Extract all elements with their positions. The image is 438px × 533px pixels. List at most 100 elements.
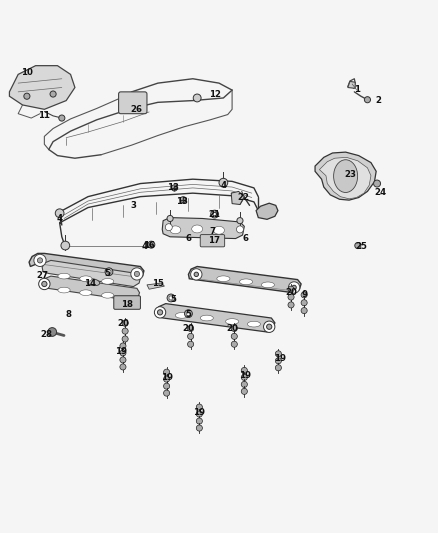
Circle shape bbox=[55, 209, 64, 217]
Circle shape bbox=[288, 286, 294, 292]
Text: 20: 20 bbox=[226, 324, 238, 333]
Circle shape bbox=[150, 243, 153, 246]
Circle shape bbox=[211, 210, 219, 218]
Circle shape bbox=[34, 254, 46, 266]
Text: 10: 10 bbox=[21, 68, 33, 77]
Circle shape bbox=[163, 390, 170, 396]
Circle shape bbox=[196, 404, 202, 410]
Ellipse shape bbox=[226, 319, 239, 325]
Circle shape bbox=[237, 226, 244, 233]
Circle shape bbox=[276, 351, 282, 357]
Text: 28: 28 bbox=[41, 330, 53, 338]
Ellipse shape bbox=[217, 276, 230, 281]
Circle shape bbox=[169, 296, 173, 300]
Circle shape bbox=[148, 241, 155, 248]
Circle shape bbox=[24, 93, 30, 99]
Text: 7: 7 bbox=[209, 227, 215, 236]
Text: 13: 13 bbox=[167, 183, 179, 192]
Text: 20: 20 bbox=[117, 319, 129, 328]
Ellipse shape bbox=[102, 279, 114, 284]
Text: 27: 27 bbox=[36, 271, 48, 280]
Circle shape bbox=[301, 292, 307, 298]
Text: 23: 23 bbox=[344, 171, 356, 179]
Circle shape bbox=[213, 212, 216, 216]
Circle shape bbox=[196, 418, 202, 424]
Circle shape bbox=[180, 197, 186, 203]
Circle shape bbox=[39, 278, 50, 289]
Circle shape bbox=[105, 268, 113, 276]
Polygon shape bbox=[29, 253, 144, 280]
Circle shape bbox=[196, 425, 202, 431]
Circle shape bbox=[241, 381, 247, 387]
Ellipse shape bbox=[102, 293, 114, 298]
Polygon shape bbox=[42, 276, 140, 301]
Ellipse shape bbox=[175, 312, 188, 318]
Text: 9: 9 bbox=[301, 290, 307, 300]
Circle shape bbox=[191, 269, 202, 280]
Circle shape bbox=[42, 281, 47, 287]
Ellipse shape bbox=[192, 225, 203, 233]
Polygon shape bbox=[188, 266, 301, 293]
Text: 13: 13 bbox=[176, 197, 188, 206]
Circle shape bbox=[122, 328, 128, 334]
Circle shape bbox=[167, 215, 173, 222]
Circle shape bbox=[288, 302, 294, 308]
Text: 18: 18 bbox=[121, 301, 133, 310]
Text: 6: 6 bbox=[185, 233, 191, 243]
Text: 2: 2 bbox=[375, 96, 381, 105]
Circle shape bbox=[231, 341, 237, 348]
Text: 1: 1 bbox=[353, 85, 360, 94]
Circle shape bbox=[122, 336, 128, 342]
Circle shape bbox=[157, 310, 162, 315]
Ellipse shape bbox=[247, 321, 261, 327]
Polygon shape bbox=[231, 191, 244, 205]
Circle shape bbox=[364, 96, 371, 103]
Circle shape bbox=[163, 376, 170, 382]
Circle shape bbox=[288, 294, 294, 300]
Circle shape bbox=[37, 258, 42, 263]
Text: 25: 25 bbox=[355, 243, 367, 252]
Circle shape bbox=[231, 333, 237, 340]
Ellipse shape bbox=[261, 282, 275, 288]
Circle shape bbox=[187, 312, 191, 316]
Circle shape bbox=[264, 321, 275, 333]
Text: 19: 19 bbox=[193, 408, 205, 417]
Circle shape bbox=[184, 310, 192, 318]
Ellipse shape bbox=[334, 160, 357, 192]
Text: 8: 8 bbox=[65, 310, 71, 319]
Circle shape bbox=[154, 306, 166, 318]
Circle shape bbox=[196, 411, 202, 417]
Ellipse shape bbox=[170, 226, 181, 234]
Circle shape bbox=[131, 268, 143, 280]
Circle shape bbox=[301, 300, 307, 306]
Circle shape bbox=[120, 343, 126, 349]
Ellipse shape bbox=[87, 279, 100, 286]
Circle shape bbox=[122, 320, 128, 326]
Circle shape bbox=[194, 272, 198, 277]
Circle shape bbox=[374, 180, 381, 187]
Text: 6: 6 bbox=[242, 233, 248, 243]
FancyBboxPatch shape bbox=[119, 92, 147, 114]
Text: 3: 3 bbox=[131, 201, 137, 210]
Circle shape bbox=[355, 243, 361, 248]
Circle shape bbox=[301, 308, 307, 313]
Text: 26: 26 bbox=[130, 105, 142, 114]
Circle shape bbox=[292, 285, 296, 289]
Text: 21: 21 bbox=[208, 209, 221, 219]
Ellipse shape bbox=[240, 279, 253, 285]
Polygon shape bbox=[256, 203, 278, 220]
Text: 20: 20 bbox=[183, 324, 194, 333]
Circle shape bbox=[267, 324, 272, 329]
Circle shape bbox=[120, 350, 126, 356]
Circle shape bbox=[107, 270, 111, 274]
Text: 19: 19 bbox=[239, 371, 251, 380]
Text: 5: 5 bbox=[186, 310, 191, 319]
Circle shape bbox=[219, 179, 228, 187]
Circle shape bbox=[50, 91, 56, 97]
Ellipse shape bbox=[80, 290, 92, 295]
Circle shape bbox=[231, 326, 237, 332]
Ellipse shape bbox=[214, 227, 224, 234]
FancyBboxPatch shape bbox=[114, 296, 141, 309]
Circle shape bbox=[276, 358, 282, 364]
Polygon shape bbox=[42, 261, 141, 287]
